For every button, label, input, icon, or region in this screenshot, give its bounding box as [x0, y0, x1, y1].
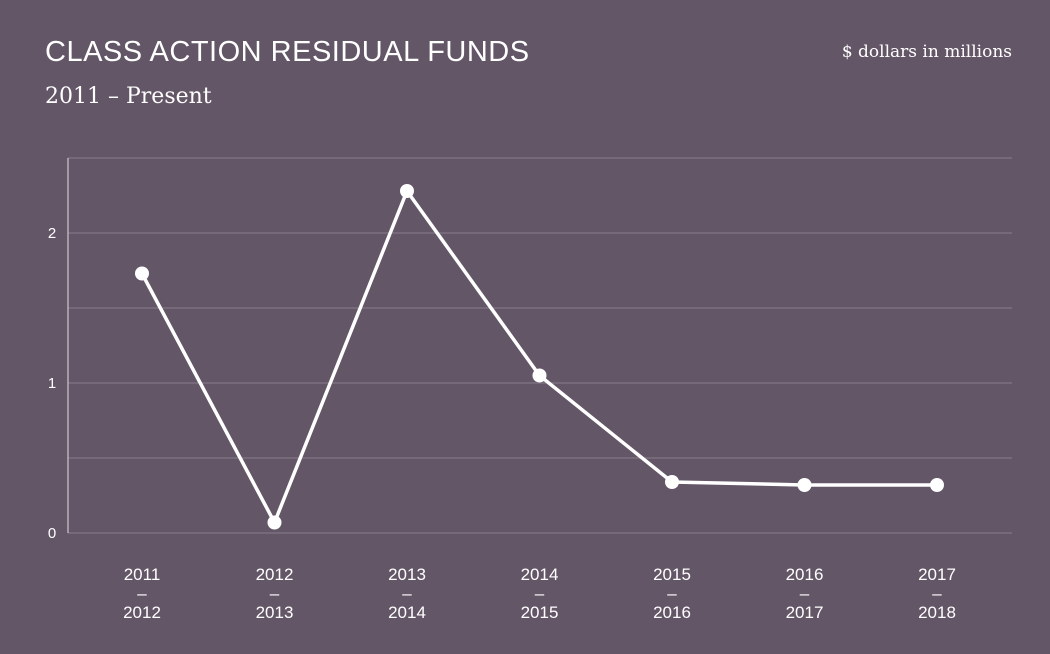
x-tick-label: – [137, 584, 147, 603]
series-line [140, 189, 937, 525]
y-tick-label: 2 [48, 225, 56, 242]
x-tick-label: 2012 [123, 603, 161, 622]
data-point [797, 478, 812, 492]
x-tick-label: 2013 [256, 603, 294, 622]
x-tick-label: – [535, 584, 545, 603]
x-tick-label: 2017 [786, 603, 824, 622]
data-point [930, 478, 944, 492]
data-point [532, 368, 547, 383]
x-tick-label: 2016 [653, 603, 691, 622]
data-point [665, 475, 679, 489]
x-tick-label: 2011 [124, 565, 161, 584]
x-tick-label: 2018 [918, 603, 956, 622]
x-tick-label: – [932, 584, 942, 603]
y-tick-label: 0 [48, 525, 56, 542]
x-tick-label: 2015 [653, 565, 691, 584]
x-tick-label: – [800, 584, 810, 603]
data-point [400, 184, 414, 198]
units-label: $ dollars in millions [841, 42, 1012, 62]
x-tick-label: 2014 [388, 603, 426, 622]
chart-title: CLASS ACTION RESIDUAL FUNDS [45, 36, 530, 68]
chart-subtitle: 2011 – Present [45, 84, 212, 109]
x-tick-label: – [402, 584, 412, 603]
x-tick-label: 2016 [786, 565, 824, 584]
x-tick-label: – [270, 584, 280, 603]
data-point [135, 266, 149, 281]
data-point [267, 515, 282, 530]
x-tick-label: 2015 [521, 603, 559, 622]
y-tick-label: 1 [48, 375, 56, 392]
x-tick-label: 2012 [256, 565, 294, 584]
x-tick-label: 2014 [521, 565, 559, 584]
x-tick-label: 2013 [388, 565, 426, 584]
x-tick-label: – [667, 584, 677, 603]
x-tick-label: 2017 [918, 565, 956, 584]
